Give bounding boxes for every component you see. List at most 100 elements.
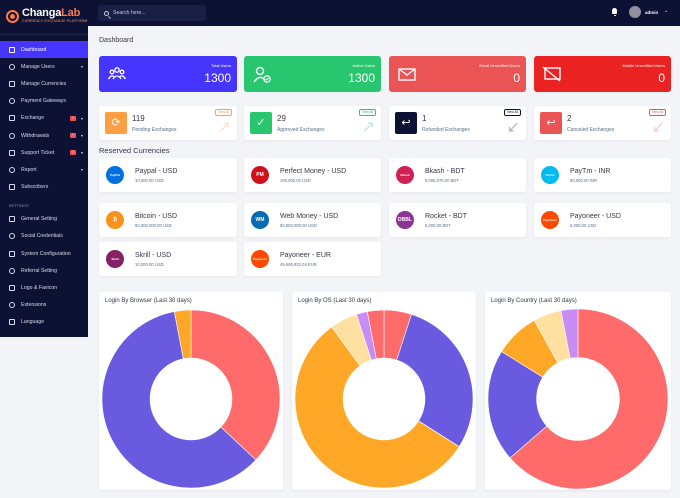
sidebar-item-language[interactable]: Language (0, 314, 88, 331)
widget-email-unverified[interactable]: Email Unverified Users 0 (389, 56, 526, 92)
undo-icon: ↩ (540, 112, 562, 134)
approved-exchanges-card: ✓ 29 Approved Exchanges View All ↗ (244, 106, 381, 140)
currency-card[interactable]: WM Web Money - USD 60,000,000.00 USD (244, 203, 381, 237)
view-all-link[interactable]: View All (214, 109, 232, 116)
donut-slice[interactable] (190, 309, 281, 461)
currency-name: Perfect Money - USD (280, 168, 347, 175)
donut-slice[interactable] (101, 311, 257, 489)
donut-slice[interactable] (173, 309, 192, 360)
undo-icon: ↩ (395, 112, 417, 134)
currency-card[interactable]: DBBL Rocket - BDT 6,000.00 BDT (389, 203, 526, 237)
sidebar-item-label: Logo & Favicon (21, 285, 58, 292)
donut-slice[interactable] (487, 351, 548, 459)
sidebar-item-label: Withdrawals (21, 132, 50, 139)
search-placeholder: Search here... (113, 10, 146, 16)
alert-badge: ! (70, 133, 76, 139)
sidebar-item-social-credentials[interactable]: Social Credentials (0, 228, 88, 245)
view-all-link[interactable]: View All (648, 109, 666, 116)
currency-logo-icon: Payoneer (541, 211, 559, 229)
currency-logo-icon: PayPal (106, 166, 124, 184)
currency-card[interactable]: Payoneer Payoneer - EUR 49,566,932.04 EUR (244, 242, 381, 276)
view-all-link[interactable]: View All (503, 109, 521, 116)
widget-mobile-unverified[interactable]: Mobile Unverified Users 0 (534, 56, 671, 92)
sidebar-item-manage-currencies[interactable]: Manage Currencies (0, 75, 88, 92)
chevron-down-icon: ▾ (80, 115, 83, 121)
exchange-icon (9, 115, 15, 122)
view-all-link[interactable]: View All (358, 109, 376, 116)
currency-card[interactable]: bKash Bkash - BDT 9,005,075.00 BDT (389, 158, 526, 192)
currency-reserve-amount: 5,000.00 USD (570, 223, 597, 228)
currency-card[interactable]: PM Perfect Money - USD 100,000.00 USD (244, 158, 381, 192)
users-icon (107, 67, 127, 80)
currency-logo-icon: Payoneer (251, 250, 269, 268)
sidebar-item-manage-users[interactable]: Manage Users ▾ (0, 58, 88, 75)
currency-logo-icon: WM (251, 211, 269, 229)
sidebar-item-exchange[interactable]: Exchange! ▾ (0, 110, 88, 127)
arrow-icon: ↗ (217, 119, 231, 136)
widget-label: Email Unverified Users (479, 63, 520, 68)
user-check-icon (253, 66, 271, 83)
currency-logo-icon: DBBL (396, 211, 414, 229)
donut-slice[interactable] (366, 309, 385, 360)
currency-card[interactable]: Paytm PayTm - INR 90,000.00 INR (534, 158, 671, 192)
donut-slice[interactable] (509, 308, 669, 490)
image-icon (9, 285, 15, 292)
donut-slice[interactable] (560, 308, 579, 359)
widget-total-users[interactable]: Total Users 1300 (99, 56, 237, 92)
currency-reserve-amount: 80,000,000.00 USD (135, 223, 172, 228)
sidebar-item-label: Subscribers (21, 184, 49, 191)
currency-name: Payoneer - USD (570, 213, 621, 220)
home-icon (9, 46, 15, 53)
sidebar-item-label: Extensions (21, 302, 47, 309)
currency-card[interactable]: ₿ Bitcoin - USD 80,000,000.00 USD (99, 203, 237, 237)
sidebar-item-system-configuration[interactable]: System Configuration (0, 245, 88, 262)
sidebar-item-label: Manage Currencies (21, 80, 67, 87)
sidebar-item-payment-gateways[interactable]: Payment Gateways (0, 93, 88, 110)
sidebar-item-referral-setting[interactable]: Referral Setting (0, 262, 88, 279)
sync-icon: ⟳ (105, 112, 127, 134)
sidebar-item-logo-favicon[interactable]: Logo & Favicon (0, 279, 88, 296)
currency-card[interactable]: Payoneer Payoneer - USD 5,000.00 USD (534, 203, 671, 237)
currency-logo-icon: PM (251, 166, 269, 184)
sidebar-item-label: Payment Gateways (21, 98, 66, 105)
sidebar-item-label: Exchange (21, 115, 45, 122)
currency-reserve-amount: 9,005,075.00 BDT (425, 178, 459, 183)
sidebar-item-label: Social Credentials (21, 233, 63, 240)
sidebar-item-label: Support Ticket (21, 149, 55, 156)
search-icon (104, 10, 109, 16)
reserved-currencies-title: Reserved Currencies (99, 146, 170, 155)
pending-exchanges-card: ⟳ 119 Pending Exchanges View All ↗ (99, 106, 237, 140)
admin-name[interactable]: admin (645, 10, 659, 15)
chevron-down-icon: ▾ (80, 64, 83, 70)
sidebar-item-support-ticket[interactable]: Support Ticket! ▾ (0, 144, 88, 161)
chevron-down-icon[interactable]: ⌄ (664, 8, 669, 14)
brand-logo[interactable]: ChangaLab Currency Exchange Platform (0, 0, 88, 26)
sidebar-item-report[interactable]: Report ▾ (0, 161, 88, 178)
bank-icon (9, 132, 15, 139)
chevron-down-icon: ▾ (80, 133, 83, 139)
sidebar-item-withdrawals[interactable]: Withdrawals! ▾ (0, 127, 88, 144)
sidebar-item-extensions[interactable]: Extensions (0, 297, 88, 314)
sidebar-item-general-setting[interactable]: General Setting (0, 211, 88, 228)
bell-icon[interactable] (612, 8, 617, 16)
stat-value: 29 (277, 114, 286, 123)
sidebar-item-dashboard[interactable]: Dashboard (0, 41, 88, 59)
login-by-browser-card: Login By Browser (Last 30 days) (99, 292, 283, 490)
donut-slice[interactable] (396, 313, 474, 448)
arrow-icon: ↙ (651, 119, 665, 136)
stat-label: Pending Exchanges (132, 127, 177, 133)
currency-name: Skrill - USD (135, 252, 172, 259)
currency-card[interactable]: Skrill Skrill - USD 10,000.00 USD (99, 242, 237, 276)
browser-donut-chart (101, 309, 281, 489)
donut-slice[interactable] (294, 326, 460, 489)
widget-value: 0 (658, 71, 665, 85)
sidebar-item-label: Language (21, 319, 45, 326)
widget-active-users[interactable]: Active Users 1300 (244, 56, 381, 92)
currency-name: Paypal - USD (135, 168, 178, 175)
search-input[interactable]: Search here... (98, 5, 206, 21)
widget-value: 1300 (204, 71, 231, 85)
currency-card[interactable]: PayPal Paypal - USD 10,000.00 USD (99, 158, 237, 192)
sidebar-item-subscribers[interactable]: Subscribers (0, 179, 88, 196)
users-icon (9, 63, 15, 70)
avatar[interactable] (629, 6, 641, 18)
